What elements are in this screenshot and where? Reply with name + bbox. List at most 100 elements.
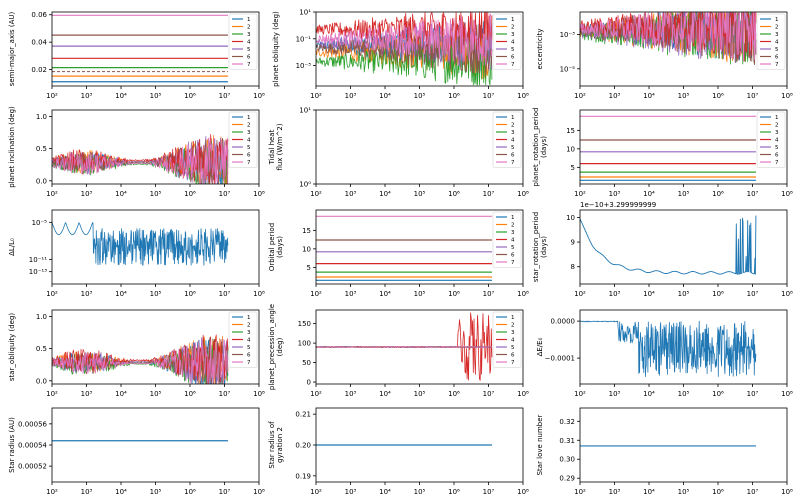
y-axis-label: planet obliquity (deg) xyxy=(272,11,280,87)
plot-area-prec xyxy=(316,312,493,381)
y-tick-label: 0.0000 xyxy=(551,318,576,326)
y-tick-label: 0.06 xyxy=(31,11,47,19)
x-tick-label: 10⁴ xyxy=(379,488,391,496)
y-tick-label: 10⁻³ xyxy=(296,62,312,70)
x-tick-label: 10⁷ xyxy=(747,390,759,398)
y-tick-label: 0.31 xyxy=(559,437,575,445)
x-tick-label: 10⁷ xyxy=(747,290,759,298)
y-axis-label: Star radius (AU) xyxy=(8,417,16,473)
legend-label-6: 6 xyxy=(247,55,251,61)
legend-label-5: 5 xyxy=(511,245,515,251)
axes-frame xyxy=(579,309,788,385)
legend-label-4: 4 xyxy=(247,138,251,144)
x-tick-label: 10⁶ xyxy=(184,488,196,496)
x-tick-label: 10³ xyxy=(609,390,621,398)
legend: 1 23 45 67 xyxy=(492,13,522,70)
x-tick-label: 10⁴ xyxy=(379,390,391,398)
legend-label-7: 7 xyxy=(247,160,251,166)
legend-label-2: 2 xyxy=(511,25,515,31)
x-tick-label: 10⁶ xyxy=(712,488,724,496)
y-tick-label: 0.00052 xyxy=(18,463,47,471)
x-tick-label: 10⁵ xyxy=(414,92,426,100)
legend-label-2: 2 xyxy=(247,323,251,329)
legend-label-4: 4 xyxy=(511,238,515,244)
y-tick-label: 10 xyxy=(566,145,575,153)
x-tick-label: 10⁸ xyxy=(781,390,793,398)
legend-label-5: 5 xyxy=(247,145,251,151)
x-tick-label: 10⁶ xyxy=(712,92,724,100)
y-tick-label: 1.0 xyxy=(36,313,47,321)
x-tick-label: 10⁵ xyxy=(150,92,162,100)
legend-label-2: 2 xyxy=(511,223,515,229)
legend-label-3: 3 xyxy=(511,330,515,336)
y-axis-label: planet_precession_angle(deg) xyxy=(268,304,284,390)
legend-label-2: 2 xyxy=(775,123,779,129)
x-tick-label: 10⁷ xyxy=(219,92,231,100)
y-tick-label: 10 xyxy=(302,245,311,253)
legend-label-3: 3 xyxy=(511,230,515,236)
series-line-7 xyxy=(316,345,493,349)
plot-area-ecc xyxy=(580,12,757,66)
legend-label-7: 7 xyxy=(247,62,251,68)
legend-label-7: 7 xyxy=(511,260,515,266)
x-tick-label: 10⁷ xyxy=(483,290,495,298)
y-tick-label: 10⁻¹ xyxy=(296,35,312,43)
y-tick-label: 50 xyxy=(302,359,311,367)
legend-label-2: 2 xyxy=(511,123,515,129)
x-tick-label: 10⁸ xyxy=(517,390,529,398)
x-tick-label: 10⁷ xyxy=(747,92,759,100)
y-tick-label: 0.21 xyxy=(295,411,311,419)
legend: 1 23 45 67 xyxy=(228,111,258,168)
x-tick-label: 10² xyxy=(46,92,58,100)
x-tick-label: 10⁷ xyxy=(747,190,759,198)
legend-label-7: 7 xyxy=(511,160,515,166)
axes-frame xyxy=(315,209,524,285)
x-tick-label: 10⁷ xyxy=(219,390,231,398)
plot-area-sob xyxy=(52,334,229,384)
x-tick-label: 10⁸ xyxy=(253,290,265,298)
legend-label-7: 7 xyxy=(775,62,779,68)
x-tick-label: 10⁷ xyxy=(483,190,495,198)
legend-label-5: 5 xyxy=(511,145,515,151)
legend-label-6: 6 xyxy=(775,153,779,159)
x-tick-label: 10⁶ xyxy=(448,488,460,496)
x-tick-label: 10⁴ xyxy=(115,488,127,496)
x-tick-label: 10⁷ xyxy=(483,390,495,398)
x-tick-label: 10⁴ xyxy=(379,290,391,298)
x-tick-label: 10⁵ xyxy=(678,290,690,298)
legend: 1 23 45 67 xyxy=(756,111,786,168)
x-tick-label: 10⁴ xyxy=(115,92,127,100)
x-tick-label: 10⁵ xyxy=(678,390,690,398)
x-tick-label: 10² xyxy=(574,190,586,198)
subplot-srot: 10² 10³ 10⁴ 10⁵ 10⁶ 10⁷ 10⁸ 8 9 10 star_rotation_p… xyxy=(532,201,793,298)
y-tick-label: 10¹ xyxy=(299,107,311,115)
legend-label-6: 6 xyxy=(511,253,515,259)
x-tick-label: 10³ xyxy=(81,488,93,496)
x-tick-label: 10⁷ xyxy=(219,190,231,198)
legend-label-7: 7 xyxy=(511,360,515,366)
series-line-1 xyxy=(580,320,757,378)
legend-label-1: 1 xyxy=(775,115,779,121)
x-tick-label: 10² xyxy=(310,290,322,298)
legend-label-6: 6 xyxy=(247,153,251,159)
y-axis-label: star_rotation_period(days) xyxy=(532,212,548,282)
axes-frame xyxy=(579,109,788,185)
y-axis-label: ΔL/L₀ xyxy=(8,238,16,256)
y-tick-label: 150 xyxy=(298,320,311,328)
x-tick-label: 10³ xyxy=(609,488,621,496)
legend-label-5: 5 xyxy=(511,345,515,351)
x-tick-label: 10⁴ xyxy=(379,190,391,198)
x-tick-label: 10⁶ xyxy=(712,190,724,198)
legend-label-5: 5 xyxy=(511,47,515,53)
y-tick-label: 0.04 xyxy=(31,39,47,47)
x-tick-label: 10² xyxy=(310,488,322,496)
y-tick-label: 0.5 xyxy=(36,145,47,153)
x-tick-label: 10⁸ xyxy=(781,190,793,198)
series-line-1 xyxy=(580,215,757,275)
legend-label-2: 2 xyxy=(775,25,779,31)
y-tick-label: 0.32 xyxy=(559,418,575,426)
y-axis-label: star_obliquity (deg) xyxy=(8,313,16,382)
x-tick-label: 10⁴ xyxy=(643,290,655,298)
legend: 1 23 45 67 xyxy=(228,13,258,70)
